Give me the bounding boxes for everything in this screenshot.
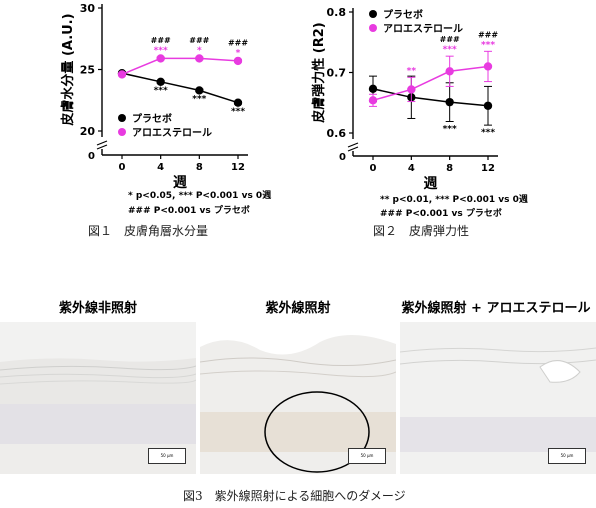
series-line-1 [372, 65, 489, 102]
significance-label: *** [192, 95, 206, 105]
micrograph-title-2: 紫外線照射 [265, 301, 331, 316]
micrograph-no-uv: 50 μm [0, 322, 196, 474]
data-point [368, 96, 378, 105]
data-point [117, 68, 127, 78]
micrograph-title-3: 紫外線照射 + アロエステロール [401, 301, 591, 316]
data-point [195, 54, 204, 63]
x-axis-label: 週 [424, 176, 438, 192]
x-tick-label: 8 [196, 162, 203, 173]
y-axis-label: 皮膚水分量 (A.U.) [60, 13, 76, 126]
legend-marker-1 [369, 24, 377, 32]
scale-bar-2: 50 μm [348, 448, 386, 464]
micrograph-caption: 図3 紫外線照射による細胞へのダメージ [183, 489, 406, 503]
significance-vs-placebo: ### [440, 35, 460, 44]
significance-label: *** [443, 45, 457, 55]
data-point [233, 98, 243, 107]
significance-label: ** [407, 66, 417, 76]
significance-vs-placebo: ### [478, 30, 498, 39]
chart1-note-2: ### P<0.001 vs プラセボ [128, 206, 250, 216]
series-line-0 [121, 72, 239, 104]
significance-vs-placebo: ### [189, 36, 209, 45]
legend-marker-0 [369, 10, 377, 18]
x-tick-label: 0 [370, 163, 377, 174]
legend-label-0: プラセボ [132, 112, 172, 125]
data-point [445, 67, 454, 76]
significance-label: *** [481, 40, 495, 50]
y-tick-label: 30 [80, 2, 96, 15]
significance-vs-placebo: ### [228, 39, 248, 48]
data-point [407, 93, 416, 102]
series-line-1 [121, 57, 239, 76]
y-tick-label: 25 [80, 64, 95, 77]
data-point [156, 54, 165, 63]
significance-label: *** [443, 125, 457, 135]
data-point [368, 84, 378, 94]
legend-label-1: アロエステロール [383, 23, 463, 35]
x-tick-label: 4 [157, 162, 164, 173]
chart2-caption: 図２ 皮膚弾力性 [373, 224, 470, 238]
x-tick-label: 8 [446, 163, 453, 174]
significance-label: *** [231, 107, 245, 117]
axis-break-mark [96, 140, 108, 150]
data-point [445, 97, 454, 107]
significance-label: *** [481, 128, 495, 138]
y-axis-label: 皮膚弾力性 (R2) [311, 22, 327, 123]
chart2-note-2: ### P<0.001 vs プラセボ [380, 209, 502, 219]
micrograph-uv-aloesterol: 50 μm [400, 322, 596, 474]
x-tick-label: 12 [481, 163, 495, 174]
y-tick-label: 0.8 [327, 6, 347, 19]
legend-marker-0 [118, 114, 126, 122]
x-tick-label: 4 [408, 163, 415, 174]
significance-vs-placebo: ### [151, 36, 171, 45]
significance-label: * [236, 49, 241, 59]
scale-bar-3: 50 μm [548, 448, 586, 464]
x-tick-label: 0 [119, 162, 126, 173]
scale-bar-1: 50 μm [148, 448, 186, 464]
data-point [156, 77, 165, 87]
y-tick-label: 0.6 [327, 127, 347, 140]
y-tick-label-zero: 0 [339, 152, 346, 163]
x-tick-label: 12 [231, 162, 245, 173]
data-point [483, 62, 493, 71]
data-point [483, 101, 493, 110]
data-point [117, 70, 127, 79]
significance-label: *** [154, 46, 168, 56]
data-point [407, 85, 416, 94]
micrograph-title-1: 紫外線非照射 [58, 301, 137, 316]
significance-label: *** [154, 86, 168, 96]
legend-label-1: アロエステロール [132, 127, 212, 139]
chart1-caption: 図１ 皮膚角層水分量 [88, 224, 209, 238]
chart2-note-1: ** p<0.01, *** P<0.001 vs 0週 [380, 195, 528, 205]
y-tick-label: 0.7 [327, 67, 347, 80]
micrograph-uv: 50 μm [200, 322, 396, 474]
y-tick-label-zero: 0 [88, 151, 95, 162]
data-point [233, 56, 243, 66]
axis-break-mark [347, 142, 359, 152]
chart1-note-1: * p<0.05, *** P<0.001 vs 0週 [128, 191, 272, 201]
y-tick-label: 20 [80, 125, 96, 138]
series-line-0 [372, 88, 489, 107]
legend-marker-1 [118, 128, 126, 136]
significance-label: * [197, 46, 202, 56]
legend-label-0: プラセボ [383, 8, 423, 21]
data-point [195, 86, 204, 95]
